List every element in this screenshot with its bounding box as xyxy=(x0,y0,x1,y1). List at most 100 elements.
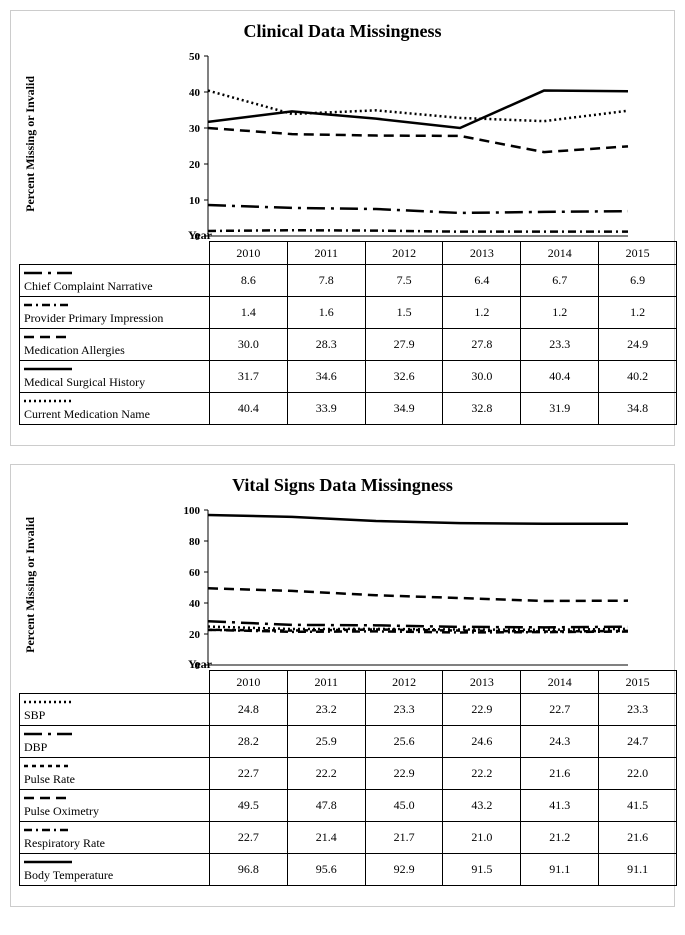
svg-text:10: 10 xyxy=(189,195,201,207)
series-line xyxy=(208,128,628,152)
data-cell: 41.5 xyxy=(599,790,677,822)
data-cell: 24.8 xyxy=(210,694,288,726)
data-cell: 96.8 xyxy=(210,854,288,886)
panel-vitals: Vital Signs Data Missingness Percent Mis… xyxy=(10,464,675,907)
data-cell: 21.0 xyxy=(443,822,521,854)
svg-text:100: 100 xyxy=(184,505,201,517)
x-axis-label: Year xyxy=(188,228,212,243)
legend-cell: Respiratory Rate xyxy=(20,822,210,854)
data-cell: 40.4 xyxy=(521,361,599,393)
series-line xyxy=(208,515,628,524)
data-cell: 22.0 xyxy=(599,758,677,790)
data-cell: 23.3 xyxy=(599,694,677,726)
data-cell: 47.8 xyxy=(287,790,365,822)
data-cell: 6.9 xyxy=(599,265,677,297)
data-cell: 95.6 xyxy=(287,854,365,886)
data-cell: 23.3 xyxy=(521,329,599,361)
data-cell: 21.4 xyxy=(287,822,365,854)
data-cell: 49.5 xyxy=(210,790,288,822)
data-cell: 30.0 xyxy=(443,361,521,393)
data-cell: 31.7 xyxy=(210,361,288,393)
year-header: 2015 xyxy=(599,242,677,265)
legend-cell: Pulse Rate xyxy=(20,758,210,790)
data-cell: 91.1 xyxy=(521,854,599,886)
year-header: 2012 xyxy=(365,242,443,265)
data-cell: 22.2 xyxy=(443,758,521,790)
legend-cell: SBP xyxy=(20,694,210,726)
data-cell: 23.2 xyxy=(287,694,365,726)
data-cell: 21.7 xyxy=(365,822,443,854)
series-line xyxy=(208,230,628,231)
chart-svg: 01020304050 xyxy=(168,46,638,241)
data-cell: 30.0 xyxy=(210,329,288,361)
svg-text:20: 20 xyxy=(189,629,201,641)
data-cell: 23.3 xyxy=(365,694,443,726)
data-cell: 92.9 xyxy=(365,854,443,886)
svg-text:40: 40 xyxy=(189,598,201,610)
legend-cell: Medical Surgical History xyxy=(20,361,210,393)
data-cell: 34.6 xyxy=(287,361,365,393)
data-cell: 7.5 xyxy=(365,265,443,297)
y-axis-label: Percent Missing or Invalid xyxy=(19,76,38,212)
data-cell: 8.6 xyxy=(210,265,288,297)
year-header: 2014 xyxy=(521,242,599,265)
legend-cell: Body Temperature xyxy=(20,854,210,886)
data-cell: 6.7 xyxy=(521,265,599,297)
data-cell: 33.9 xyxy=(287,393,365,425)
data-cell: 22.9 xyxy=(365,758,443,790)
svg-text:80: 80 xyxy=(189,536,201,548)
data-cell: 22.7 xyxy=(210,758,288,790)
year-header: 2010 xyxy=(210,671,288,694)
data-cell: 22.7 xyxy=(210,822,288,854)
data-cell: 6.4 xyxy=(443,265,521,297)
year-header: 2014 xyxy=(521,671,599,694)
svg-text:20: 20 xyxy=(189,159,201,171)
data-cell: 28.3 xyxy=(287,329,365,361)
data-cell: 40.2 xyxy=(599,361,677,393)
chart-svg: 020406080100 xyxy=(168,500,638,670)
data-cell: 1.2 xyxy=(599,297,677,329)
legend-cell: Chief Complaint Narrative xyxy=(20,265,210,297)
data-cell: 45.0 xyxy=(365,790,443,822)
data-cell: 34.9 xyxy=(365,393,443,425)
data-cell: 24.7 xyxy=(599,726,677,758)
data-cell: 22.7 xyxy=(521,694,599,726)
data-cell: 40.4 xyxy=(210,393,288,425)
legend-cell: Provider Primary Impression xyxy=(20,297,210,329)
data-cell: 34.8 xyxy=(599,393,677,425)
series-line xyxy=(208,588,628,601)
data-cell: 21.6 xyxy=(599,822,677,854)
svg-text:30: 30 xyxy=(189,123,201,135)
legend-cell: Medication Allergies xyxy=(20,329,210,361)
y-axis-label: Percent Missing or Invalid xyxy=(19,517,38,653)
year-header: 2010 xyxy=(210,242,288,265)
data-cell: 32.6 xyxy=(365,361,443,393)
data-cell: 32.8 xyxy=(443,393,521,425)
data-cell: 1.2 xyxy=(521,297,599,329)
data-cell: 91.1 xyxy=(599,854,677,886)
data-cell: 1.2 xyxy=(443,297,521,329)
year-header: 2011 xyxy=(287,671,365,694)
svg-text:40: 40 xyxy=(189,87,201,99)
data-cell: 27.9 xyxy=(365,329,443,361)
data-table: 201020112012201320142015 Chief Complaint… xyxy=(19,241,677,425)
data-table: 201020112012201320142015 SBP24.823.223.3… xyxy=(19,670,677,886)
svg-text:60: 60 xyxy=(189,567,201,579)
x-axis-label: Year xyxy=(188,657,212,672)
data-cell: 31.9 xyxy=(521,393,599,425)
data-cell: 91.5 xyxy=(443,854,521,886)
year-header: 2015 xyxy=(599,671,677,694)
data-cell: 43.2 xyxy=(443,790,521,822)
data-cell: 24.3 xyxy=(521,726,599,758)
year-header: 2012 xyxy=(365,671,443,694)
data-cell: 7.8 xyxy=(287,265,365,297)
series-line xyxy=(208,621,628,627)
data-cell: 24.9 xyxy=(599,329,677,361)
data-cell: 1.5 xyxy=(365,297,443,329)
data-cell: 21.2 xyxy=(521,822,599,854)
data-cell: 27.8 xyxy=(443,329,521,361)
data-cell: 1.6 xyxy=(287,297,365,329)
year-header: 2013 xyxy=(443,242,521,265)
series-line xyxy=(208,91,628,122)
data-cell: 21.6 xyxy=(521,758,599,790)
